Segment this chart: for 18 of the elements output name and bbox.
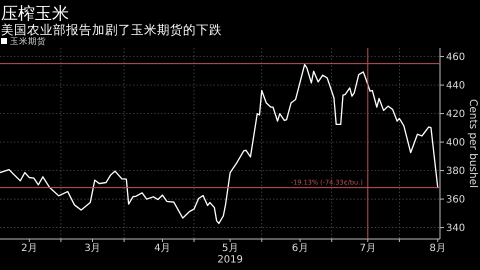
- x-tick-label: 4月: [154, 243, 171, 254]
- x-tick-label: 8月: [430, 243, 446, 254]
- y-axis-title: Cents per bushel: [467, 99, 479, 188]
- x-tick-label: 3月: [84, 243, 101, 254]
- x-tick-label: 6月: [292, 243, 308, 254]
- y-tick-label: 440: [446, 80, 466, 92]
- chart-subtitle: 美国农业部报告加剧了玉米期货的下跌: [1, 22, 222, 37]
- x-tick-label: 5月 2019: [217, 243, 243, 266]
- y-tick-label: 380: [446, 166, 466, 178]
- y-tick-label: 460: [446, 52, 466, 64]
- legend-label: 玉米期货: [10, 36, 46, 47]
- y-tick-label: 360: [446, 194, 466, 206]
- x-tick-label: 2月: [21, 243, 38, 254]
- chart-title: 压榨玉米: [1, 4, 69, 24]
- y-tick-label: 400: [446, 138, 466, 149]
- x-tick-label: 7月: [360, 243, 376, 254]
- y-tick-label: 340: [446, 223, 466, 234]
- y-tick-label: 420: [446, 109, 466, 120]
